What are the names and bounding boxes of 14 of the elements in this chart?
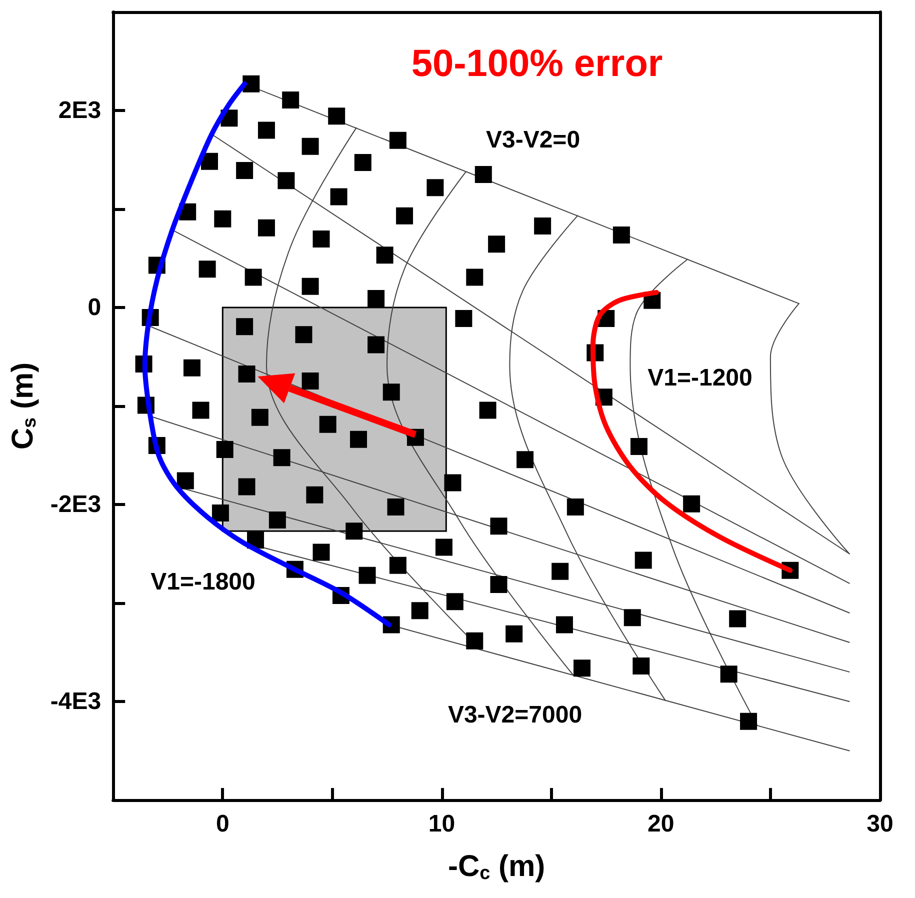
- x-tick-label: 30: [866, 810, 894, 838]
- x-tick-label: 10: [428, 810, 456, 838]
- annotation: V3-V2=0: [486, 126, 580, 154]
- y-tick-label: 0: [88, 294, 102, 321]
- annotation: V3-V2=7000: [448, 702, 582, 728]
- x-tick-label: 0: [216, 810, 230, 838]
- annotation: V1=-1200: [648, 364, 752, 392]
- y-tick-label: -4E3: [50, 688, 102, 715]
- y-tick-label: 2E3: [58, 97, 102, 124]
- text: 50-100% error: [411, 43, 663, 85]
- y-tick-label: -2E3: [50, 491, 102, 518]
- y-axis-title: Cs (m): [6, 362, 40, 450]
- annotation: V1=-1800: [150, 568, 256, 596]
- x-tick-label: 20: [648, 810, 674, 838]
